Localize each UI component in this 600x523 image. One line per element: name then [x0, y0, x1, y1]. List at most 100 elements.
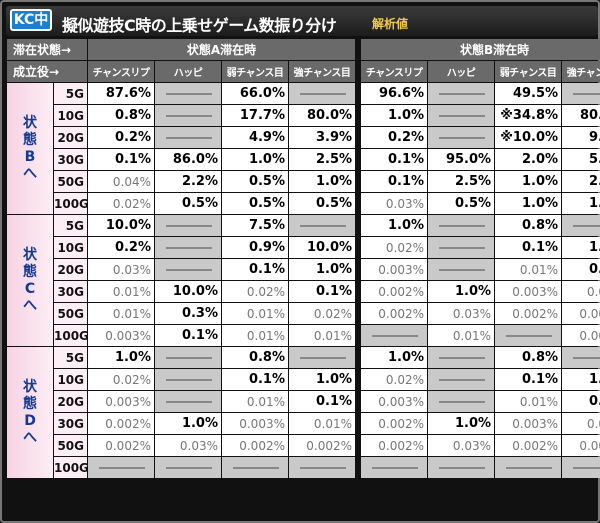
percentage-cell: 0.5% [222, 193, 288, 214]
column-header: チャンスリプ [361, 61, 428, 82]
percentage-cell: 2.5% [289, 149, 356, 170]
empty-cell [155, 391, 221, 412]
dash-line [166, 356, 212, 359]
divider [356, 39, 361, 60]
percentage-cell: 0.002% [361, 435, 428, 456]
percentage-cell: 0.1% [361, 149, 428, 170]
percentage-cell: 1.0% [289, 369, 356, 390]
empty-cell [428, 347, 495, 368]
empty-cell [155, 347, 221, 368]
percentage-cell: 0.002% [361, 281, 428, 302]
percentage-cell: 0.03% [88, 259, 154, 280]
percentage-cell: 0.003% [361, 391, 428, 412]
table-row: 状態Cへ 5G 10.0% 7.5% 1.0% 0.8% [7, 215, 600, 346]
divider [356, 325, 361, 346]
percentage-cell: 0.003% [88, 391, 154, 412]
game-count-label: 10G [54, 369, 87, 390]
percentage-cell: 86.0% [155, 149, 221, 170]
percentage-cell: 0.003% [222, 413, 288, 434]
empty-cell [428, 391, 495, 412]
percentage-cell: 0.1% [562, 391, 600, 412]
game-count-label: 100G [54, 193, 87, 214]
column-header: 強チャンス目 [562, 61, 600, 82]
percentage-cell: 0.02% [88, 193, 154, 214]
percentage-cell: 0.01% [222, 391, 288, 412]
percentage-cell: 0.03% [428, 435, 495, 456]
percentage-cell: 0.3% [155, 303, 221, 324]
state-b-header: 状態B滞在時 [361, 39, 600, 60]
percentage-cell: 0.01% [495, 259, 562, 280]
game-count-label: 20G [54, 259, 87, 280]
dash-line [166, 268, 212, 271]
dash-line [300, 92, 347, 95]
percentage-cell: 2.0% [562, 171, 600, 192]
dash-line [439, 246, 486, 249]
percentage-cell: 0.1% [222, 259, 288, 280]
percentage-cell: 80.0% [289, 105, 356, 126]
dash-line [166, 400, 212, 403]
percentage-cell: 0.002% [562, 325, 600, 346]
dash-line [166, 224, 212, 227]
game-count-label: 50G [54, 435, 87, 456]
divider [356, 83, 361, 104]
empty-cell [495, 457, 562, 478]
dash-line [372, 334, 419, 337]
percentage-cell: 10.0% [289, 237, 356, 258]
percentage-cell: 0.01% [428, 325, 495, 346]
empty-cell [562, 347, 600, 368]
percentage-cell: 7.5% [222, 215, 288, 236]
target-state-label: 状態Dへ [7, 347, 53, 478]
dash-line [439, 268, 486, 271]
percentage-cell: 96.6% [361, 83, 428, 104]
target-state-text: 状態Dへ [23, 378, 37, 446]
empty-cell [155, 457, 221, 478]
game-count-label: 50G [54, 303, 87, 324]
empty-cell [155, 369, 221, 390]
divider [356, 193, 361, 214]
dash-line [573, 466, 600, 469]
percentage-cell: 0.01% [495, 391, 562, 412]
percentage-cell: 0.01% [222, 325, 288, 346]
divider [356, 457, 361, 478]
empty-cell [428, 259, 495, 280]
percentage-cell: 0.002% [222, 435, 288, 456]
kc-badge: KC中 [10, 9, 52, 31]
percentage-cell: 0.9% [222, 237, 288, 258]
empty-cell [562, 83, 600, 104]
role-label: 成立役→ [7, 61, 87, 82]
column-header: ハッピ [155, 61, 221, 82]
percentage-cell: 0.1% [495, 237, 562, 258]
game-count-label: 20G [54, 391, 87, 412]
divider [356, 259, 361, 280]
percentage-cell: 1.0% [495, 193, 562, 214]
percentage-cell: 17.7% [222, 105, 288, 126]
header-bar: KC中 擬似遊技C時の上乗せゲーム数振り分け 解析値 [6, 6, 598, 36]
percentage-cell: 0.8% [88, 105, 154, 126]
percentage-cell: 0.01% [88, 281, 154, 302]
percentage-cell: 0.8% [222, 347, 288, 368]
game-count-label: 30G [54, 413, 87, 434]
percentage-cell: 0.8% [495, 215, 562, 236]
percentage-cell: 1.0% [361, 347, 428, 368]
empty-cell [289, 347, 356, 368]
percentage-cell: 0.5% [428, 193, 495, 214]
percentage-cell: ※10.0% [495, 127, 562, 148]
percentage-cell: 0.002% [495, 435, 562, 456]
divider [356, 61, 361, 82]
dash-line [439, 378, 486, 381]
dash-line [300, 356, 347, 359]
percentage-cell: 0.2% [88, 127, 154, 148]
divider [356, 127, 361, 148]
empty-cell [562, 457, 600, 478]
dash-line [300, 224, 347, 227]
dash-line [439, 466, 486, 469]
dash-line [300, 466, 347, 469]
divider [356, 303, 361, 324]
dash-line [439, 400, 486, 403]
percentage-cell: 0.02% [222, 281, 288, 302]
